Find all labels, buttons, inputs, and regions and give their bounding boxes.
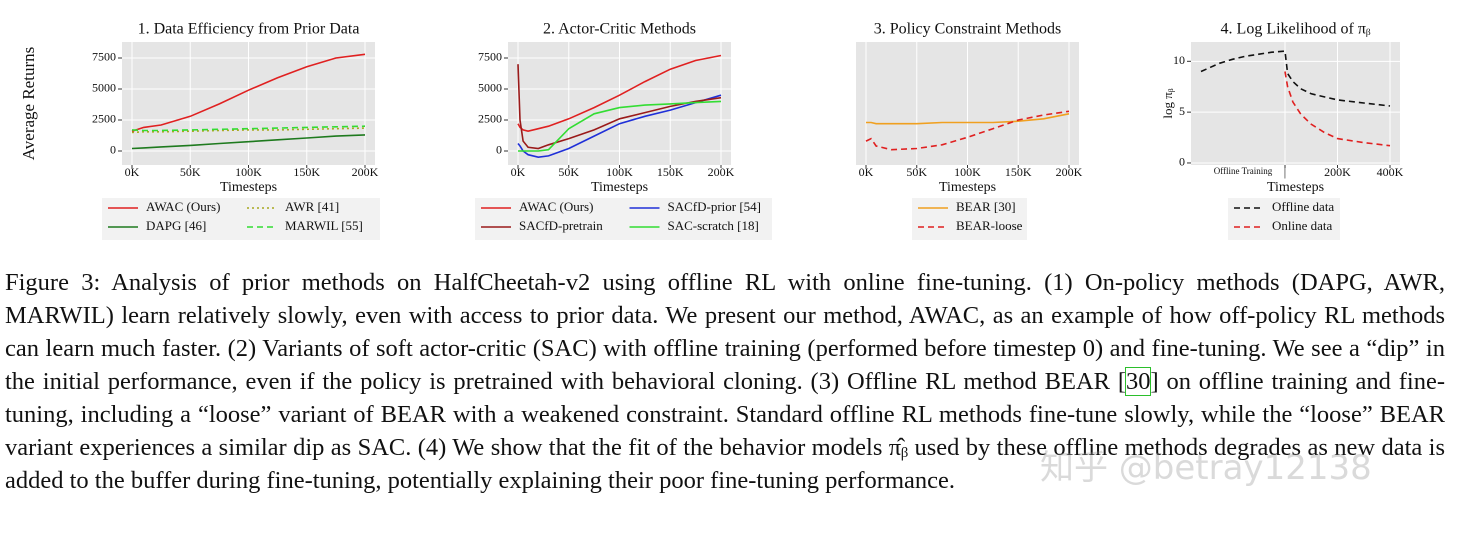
y-tick-label: 7500 xyxy=(92,50,116,64)
x-tick-label: 150K xyxy=(657,165,684,179)
y-tick-label: 2500 xyxy=(92,112,116,126)
legend-label: Offline data xyxy=(1272,199,1334,214)
series-line xyxy=(131,125,366,132)
y-tick-label: 10 xyxy=(1173,53,1185,67)
chart-title: 2. Actor-Critic Methods xyxy=(543,21,696,38)
series-line xyxy=(517,54,722,133)
x-tick-label: 200K xyxy=(352,165,379,179)
x-tick-label: 150K xyxy=(293,165,320,179)
legend-box xyxy=(912,198,1027,240)
y-tick-label: 2500 xyxy=(478,112,502,126)
legend-label: AWAC (Ours) xyxy=(519,199,593,214)
x-tick-label: 150K xyxy=(1005,165,1032,179)
legend-label: BEAR-loose xyxy=(956,218,1023,233)
series-line xyxy=(1284,71,1391,147)
plot-background xyxy=(1191,42,1400,165)
caption-text: ] on offline training and fine-tuning, i… xyxy=(5,368,1445,494)
x-tick-label: 100K xyxy=(606,165,633,179)
x-tick-label: 400K xyxy=(1377,165,1404,179)
series-line xyxy=(131,53,366,132)
x-tick-label: 50K xyxy=(558,165,579,179)
legend-label: SAC-scratch [18] xyxy=(668,218,759,233)
y-tick-label: 0 xyxy=(110,143,116,157)
legend-label: BEAR [30] xyxy=(956,199,1016,214)
figure: 1. Data Efficiency from Prior Data 0 2500 5… xyxy=(19,21,1404,240)
y-tick-label: 5 xyxy=(1179,104,1185,118)
x-tick-label: 0K xyxy=(511,165,526,179)
legend-label: SACfD-pretrain xyxy=(519,218,603,233)
legend-label: Online data xyxy=(1272,218,1333,233)
legend-label: MARWIL [55] xyxy=(285,218,363,233)
legend-label: SACfD-prior [54] xyxy=(668,199,762,214)
series-line xyxy=(1200,50,1391,107)
y-tick-label: 5000 xyxy=(92,81,116,95)
legend-box xyxy=(102,198,380,240)
legend-box xyxy=(475,198,772,240)
legend-label: AWR [41] xyxy=(285,199,339,214)
y-tick-label: 0 xyxy=(1179,155,1185,169)
chart-title: 1. Data Efficiency from Prior Data xyxy=(138,21,360,38)
caption-label: Figure 3: xyxy=(5,269,101,296)
x-tick-label: | xyxy=(1284,165,1286,179)
chart-title: 3. Policy Constraint Methods xyxy=(874,21,1062,38)
annotation: Offline Training xyxy=(1214,166,1273,176)
x-tick-label: 100K xyxy=(954,165,981,179)
x-tick-label: 50K xyxy=(906,165,927,179)
x-axis-label: Timesteps xyxy=(939,180,996,195)
caption: Figure 3: Analysis of prior methods on H… xyxy=(5,266,1445,497)
y-tick-label: 0 xyxy=(496,143,502,157)
watermark: 知乎 @betray12138 xyxy=(1040,448,1372,488)
y-axis-label: Average Returns xyxy=(19,47,38,160)
series-line xyxy=(131,134,366,150)
x-tick-label: 200K xyxy=(1324,165,1351,179)
x-tick-label: 100K xyxy=(235,165,262,179)
x-tick-label: 50K xyxy=(180,165,201,179)
series-line xyxy=(517,64,722,150)
y-tick-label: 5000 xyxy=(478,81,502,95)
series-line xyxy=(518,100,722,152)
y-tick-label: 7500 xyxy=(478,50,502,64)
citation[interactable]: 30 xyxy=(1125,367,1152,396)
x-tick-label: 200K xyxy=(708,165,735,179)
series-line xyxy=(865,110,1070,151)
legend-box xyxy=(1228,198,1340,240)
chart-title: 4. Log Likelihood of πᵦ xyxy=(1221,21,1371,38)
x-tick-label: 0K xyxy=(859,165,874,179)
series-line xyxy=(131,127,366,134)
x-tick-label: 200K xyxy=(1056,165,1083,179)
y-axis-label: log πᵦ xyxy=(1160,88,1175,118)
x-axis-label: Timesteps xyxy=(591,180,648,195)
legend-label: AWAC (Ours) xyxy=(146,199,220,214)
series-line xyxy=(866,113,1070,125)
x-axis-label: Timesteps xyxy=(220,180,277,195)
x-axis-label: Timesteps xyxy=(1267,180,1324,195)
legend-label: DAPG [46] xyxy=(146,218,206,233)
x-tick-label: 0K xyxy=(125,165,140,179)
caption-text: Analysis of prior methods on HalfCheetah… xyxy=(5,269,1445,395)
